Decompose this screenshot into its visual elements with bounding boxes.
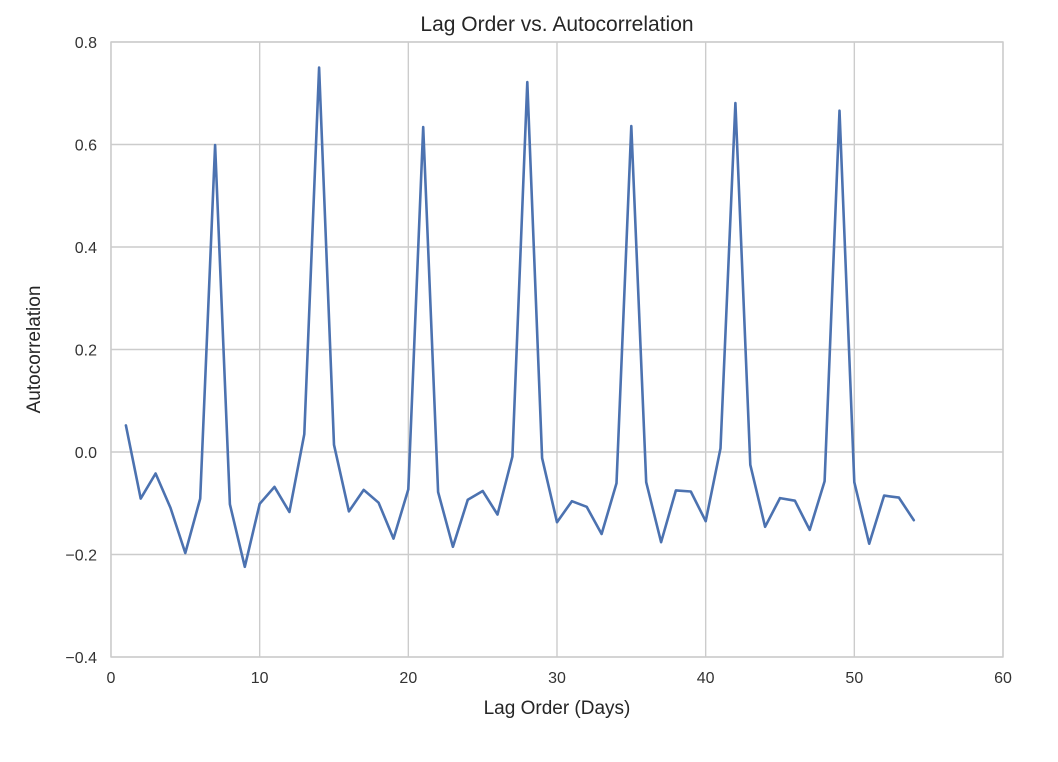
tick-labels: 0 10 20 30 40 50 60 −0.4 −0.2 0.0 0.2 0.4 0.6 0.8 — [65, 35, 1012, 687]
y-tick-label: 0.8 — [75, 35, 97, 52]
x-tick-label: 10 — [251, 670, 269, 687]
y-tick-label: −0.4 — [65, 650, 97, 667]
x-tick-label: 40 — [697, 670, 715, 687]
y-tick-label: 0.6 — [75, 138, 97, 155]
plot-frame — [110, 41, 1004, 658]
y-tick-label: 0.4 — [75, 240, 97, 257]
series-line — [124, 66, 916, 569]
x-axis-title: Lag Order (Days) — [484, 698, 631, 719]
x-tick-label: 50 — [845, 670, 863, 687]
y-axis-title: Autocorrelation — [24, 286, 45, 414]
chart-title: Lag Order vs. Autocorrelation — [420, 13, 693, 36]
y-tick-label: 0.2 — [75, 343, 97, 360]
x-tick-label: 30 — [548, 670, 566, 687]
x-tick-label: 20 — [399, 670, 417, 687]
series-layer — [124, 66, 916, 569]
x-tick-label: 0 — [107, 670, 116, 687]
y-tick-label: 0.0 — [75, 445, 97, 462]
x-tick-label: 60 — [994, 670, 1012, 687]
y-tick-label: −0.2 — [65, 548, 97, 565]
